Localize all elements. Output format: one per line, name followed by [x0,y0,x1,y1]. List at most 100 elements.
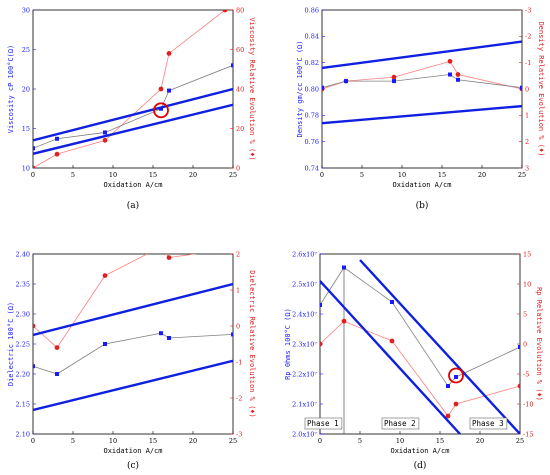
measured-point [518,345,520,349]
measured-point [167,336,171,340]
y-tick-label-left: 2.10 [16,430,30,438]
relative-point [158,86,164,92]
measured-point [55,372,59,376]
y-tick-label-left: 25 [22,46,30,54]
y-tick-label-right: 5 [523,310,527,318]
series-relative-line [33,254,198,349]
y-tick-label-right: -1 [236,358,242,366]
measured-point [33,146,35,151]
measured-point [320,303,322,307]
y-tick-label-right: -1 [525,59,531,67]
y-tick-label-left: 2.2x10⁷ [292,370,317,378]
measured-point [454,375,458,379]
trend-band-line [33,87,233,142]
trend-band-line [359,259,520,434]
y-axis-label-right: Density Relative Evolution % (♦) [537,22,545,157]
y-tick-label-right: -10 [523,400,533,408]
measured-point [167,88,171,93]
y-axis-label-left: Viscosity cP 100°C(Ω) [7,45,15,134]
y-tick-label-right: 3 [525,164,529,172]
trend-band-line [33,359,233,412]
y-axis-label-left: Rp 0hms 100°C (Ω) [284,308,292,380]
relative-point [166,255,172,260]
measured-point [392,79,396,84]
x-tick-label: 20 [476,437,484,445]
relative-point [455,72,461,77]
x-tick-label: 15 [438,171,446,179]
panel-caption: (a) [127,200,139,211]
measured-point [520,85,522,90]
y-tick-label-right: -5 [523,370,529,378]
phase-label-box [469,417,508,430]
trend-band-line [33,103,233,155]
data-layer [33,10,233,168]
panel-c: 0 5 10 15 20 252.102.152.202.252.302.352.40-3… [7,244,256,471]
y-tick-label-right: 0 [236,164,240,172]
y-tick-label-right: -2 [525,33,531,41]
measured-point [33,364,35,369]
x-tick-label: 5 [71,171,75,179]
x-tick-label: 0 [31,437,35,445]
x-axis-label: Oxidation A/cm [390,447,449,455]
x-tick-label: 20 [189,171,197,179]
y-tick-label-left: 2.5x10⁷ [292,280,317,288]
relative-point [447,58,453,64]
y-tick-label-left: 2.4x10⁷ [292,310,317,318]
relative-point [453,401,459,407]
panel-a: 0 5 10 15 20 25 10 15 20 25 30 0 20 40 60 80 Oxidation A… [7,6,256,211]
relative-point [231,246,236,251]
phase-label: Phase 1 [307,419,339,428]
trend-band-line [322,104,522,125]
x-tick-label: 25 [229,437,237,445]
y-tick-label-right: 80 [236,6,244,14]
y-tick-label-left: 2.6x10⁷ [292,250,317,258]
measured-point [342,265,346,270]
y-tick-label-right: 15 [523,250,531,258]
x-tick-label: 5 [360,171,364,179]
measured-point [103,342,107,346]
relative-point [166,51,172,56]
y-tick-label-right: 0 [236,322,240,330]
relative-point [222,10,228,13]
panel-d: 0 5 10 15 20 25 2.0x10⁷ 2.1x10⁷ 2.2x10⁷ 2.3x10⁷ 2.… [284,250,543,471]
y-tick-label-right: 40 [236,85,244,93]
y-axis-label-right: Dielectric Relative Evolution % (♦) [248,270,256,418]
relative-point [54,151,60,157]
trend-band-line [322,40,522,70]
x-axis-label: Oxidation A/cm [103,181,162,189]
relative-point [159,244,164,249]
measured-point [231,63,233,68]
data-layer [320,259,520,434]
y-tick-label-left: 2.20 [16,370,30,378]
y-tick-label-left: 15 [22,125,30,133]
relative-point [445,413,451,419]
series-relative-line [320,320,520,417]
y-tick-label-right: 20 [236,125,244,133]
measured-point [456,77,460,82]
relative-point [54,345,60,350]
y-axis-label-right: Viscosity Relative Evolution % (♦) [248,17,256,160]
y-tick-label-right: 60 [236,46,244,54]
series-measured-line [322,74,522,89]
x-tick-label: 0 [320,171,324,179]
phase-label-box [304,417,343,430]
phase-label: Phase 3 [472,419,504,428]
x-tick-label: 25 [516,437,524,445]
relative-point [33,165,36,168]
y-tick-label-right: 2 [236,250,240,258]
x-axis-label: Oxidation A/cm [392,181,451,189]
highlight-circle [448,367,464,384]
x-tick-label: 25 [518,171,526,179]
measured-point [446,384,450,388]
y-tick-label-left: 0.86 [305,6,319,14]
measured-point [55,136,59,141]
x-tick-label: 0 [31,171,35,179]
relative-point [102,273,108,278]
measured-point [159,106,163,111]
x-tick-label: 20 [189,437,197,445]
trend-band-line [320,280,461,434]
x-tick-label: 10 [109,171,117,179]
x-tick-label: 25 [229,171,237,179]
relative-point [341,318,347,324]
